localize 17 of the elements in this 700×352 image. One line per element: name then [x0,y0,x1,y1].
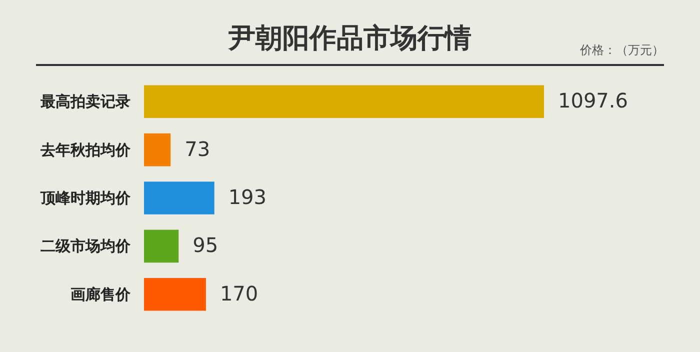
bar [144,85,544,118]
bar [144,133,171,166]
y-tick-label: 去年秋拍均价 [40,140,132,159]
y-tick-label: 最高拍卖记录 [40,92,130,111]
data-label: 73 [184,136,210,161]
y-tick-label: 二级市场均价 [40,237,132,256]
bar [144,182,214,214]
y-tick-label: 顶峰时期均价 [40,189,132,207]
text: 价格：（万元） [580,42,664,59]
bar [144,278,206,311]
data-label: 193 [228,185,267,209]
data-label: 1097.6 [558,88,628,113]
y-tick-label: 画廊售价 [70,285,132,304]
data-label: 170 [220,281,258,306]
chart-title: 尹朝阳作品市场行情 [228,23,472,54]
data-label: 95 [192,233,218,258]
bar [144,230,179,263]
